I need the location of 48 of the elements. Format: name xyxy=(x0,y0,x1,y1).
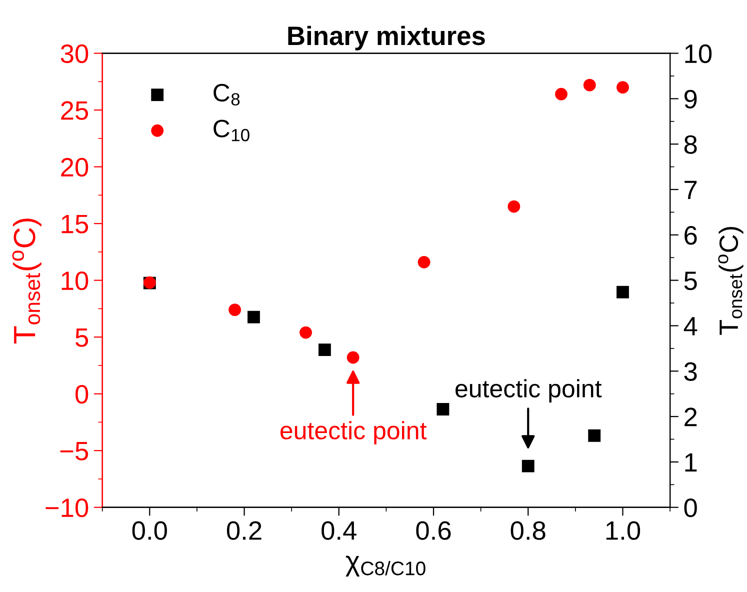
y-tick-label: 30 xyxy=(60,44,88,64)
y2-tick-label: 4 xyxy=(684,317,698,336)
x-tick-label: 1.0 xyxy=(606,521,640,540)
y-tick-label: 25 xyxy=(61,101,88,120)
y2-tick-label: 0 xyxy=(684,498,697,518)
y-axis-title: T$_{onset}$($^{o}$C) xyxy=(12,218,42,344)
legend-label: C$_{10}$ xyxy=(214,120,250,142)
point xyxy=(436,403,450,416)
point xyxy=(228,304,242,316)
y-tick-label: 15 xyxy=(62,214,88,234)
x-tick-label: 0.2 xyxy=(226,521,262,540)
x-tick-label: 0.6 xyxy=(416,521,451,540)
point xyxy=(583,78,596,92)
y2-tick-label: 6 xyxy=(684,226,697,245)
chart-title: Binary mixtures xyxy=(288,26,485,50)
y-tick-label: −5 xyxy=(60,442,88,460)
y2-axis-title: T$_{onset}$($^{o}$C) xyxy=(718,227,744,335)
y2-tick-label: 5 xyxy=(684,272,697,290)
y2-tick-label: 1 xyxy=(685,453,697,472)
y-tick-label: 5 xyxy=(76,328,88,347)
y2-tick-label: 7 xyxy=(684,180,697,200)
y2-tick-label: 3 xyxy=(684,362,697,381)
point xyxy=(555,88,568,100)
point xyxy=(300,326,312,339)
point xyxy=(616,81,629,94)
y2-tick-label: 2 xyxy=(684,408,697,426)
x-tick-label: 0.4 xyxy=(322,521,356,540)
y-tick-label: 10 xyxy=(62,271,88,290)
x-axis-title: χ$_{C8/C10}$ xyxy=(346,556,426,576)
point xyxy=(346,351,360,364)
legend-label: C$_{8}$ xyxy=(214,84,240,106)
point xyxy=(248,310,260,324)
y-tick-label: 0 xyxy=(76,384,88,404)
y2-tick-label: 10 xyxy=(685,44,712,64)
y-tick-label: 20 xyxy=(61,158,88,177)
point xyxy=(508,200,520,213)
x-tick-label: 0.0 xyxy=(132,521,167,540)
y-tick-label: −10 xyxy=(46,498,88,518)
annotation: eutectic point xyxy=(456,379,602,402)
point xyxy=(588,429,601,442)
y2-tick-label: 9 xyxy=(684,90,697,109)
x-tick-label: 0.8 xyxy=(510,521,546,540)
point xyxy=(318,344,331,356)
annotation: eutectic point xyxy=(280,421,427,444)
point xyxy=(616,286,629,298)
y2-tick-label: 8 xyxy=(684,135,697,154)
point xyxy=(418,256,430,268)
point xyxy=(522,460,534,472)
